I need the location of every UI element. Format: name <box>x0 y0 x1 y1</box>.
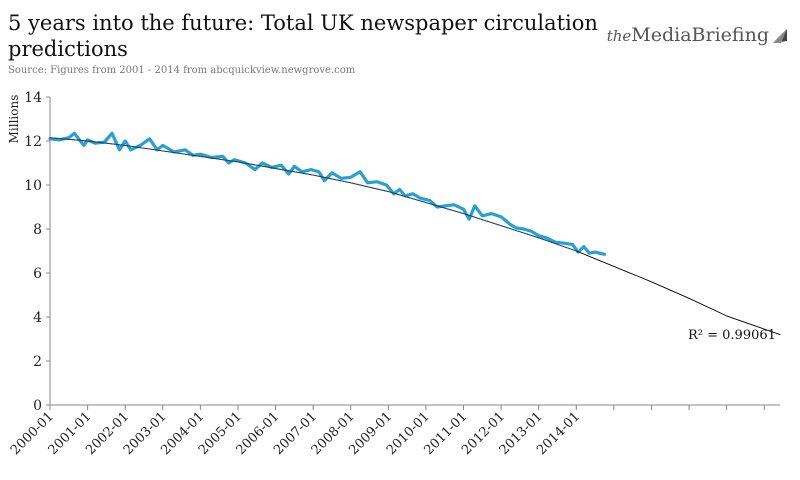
logo-wing-icon <box>773 29 787 43</box>
x-axis: 2000-012001-012002-012003-012004-012005-… <box>8 404 780 458</box>
y-tick-label: 6 <box>33 266 42 282</box>
media-briefing-logo: theMediaBriefing <box>607 24 788 46</box>
y-tick-label: 12 <box>24 134 42 150</box>
annotations: R² = 0.99061 <box>688 328 776 343</box>
chart-title: 5 years into the future: Total UK newspa… <box>8 11 598 61</box>
y-axis-label: Millions <box>7 95 21 144</box>
y-tick-label: 14 <box>24 90 42 106</box>
trend-line <box>49 137 781 336</box>
r-squared-label: R² = 0.99061 <box>688 328 776 343</box>
series <box>48 131 781 336</box>
y-tick-label: 0 <box>33 398 42 414</box>
source-note: Source: Figures from 2001 - 2014 from ab… <box>8 65 356 76</box>
y-tick-label: 4 <box>33 310 42 326</box>
logo-prefix: the <box>606 27 632 45</box>
y-tick-label: 2 <box>33 354 42 370</box>
logo-name: MediaBriefing <box>631 24 769 46</box>
y-tick-label: 8 <box>33 222 42 238</box>
circulation-line <box>48 131 607 256</box>
trend-line-overlay <box>49 137 577 252</box>
y-tick-label: 10 <box>24 178 42 194</box>
